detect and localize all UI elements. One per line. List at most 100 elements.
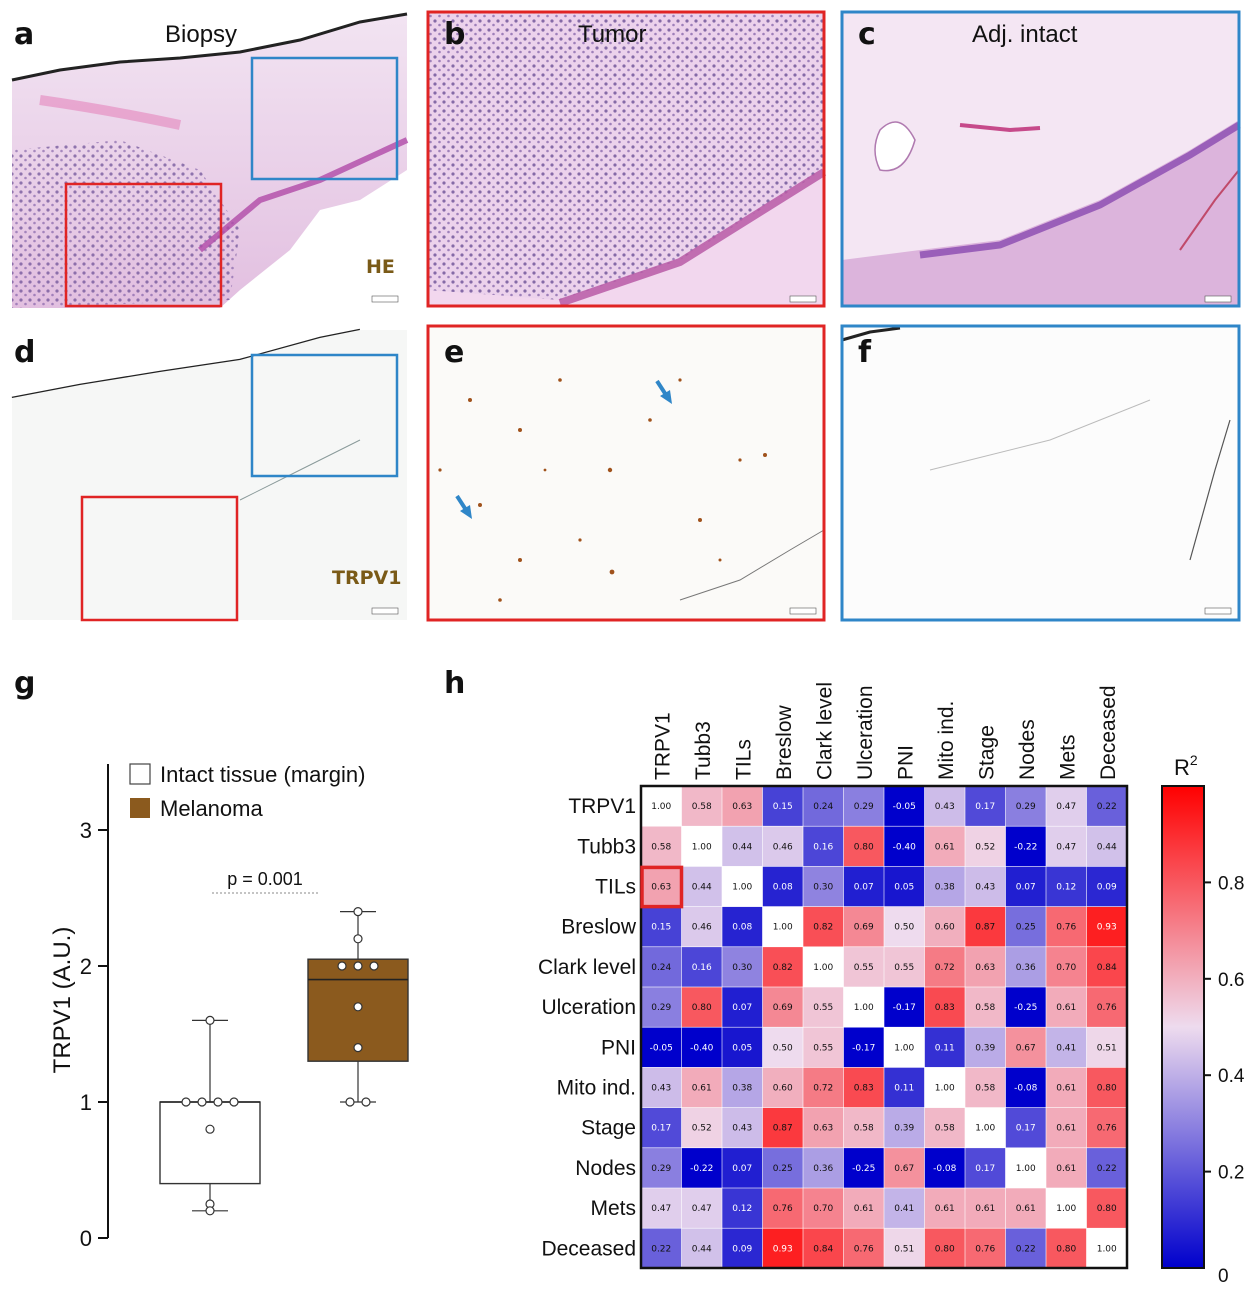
data-point bbox=[205, 1124, 215, 1134]
heatmap-cell-value: 0.41 bbox=[1056, 1043, 1076, 1053]
heatmap-cell bbox=[1045, 1227, 1088, 1269]
heatmap-cell-value: -0.05 bbox=[893, 802, 916, 812]
heatmap-cell bbox=[1045, 1026, 1088, 1068]
heatmap-cell-value: 0.09 bbox=[1097, 883, 1117, 893]
legend-label-intact: Intact tissue (margin) bbox=[160, 762, 365, 787]
heatmap-cell bbox=[843, 1227, 885, 1269]
heatmap-row-label: Mito ind. bbox=[557, 1077, 636, 1100]
heatmap-cell-value: 0.76 bbox=[854, 1244, 874, 1254]
heatmap-cell bbox=[721, 1026, 764, 1068]
y-tick-label: 2 bbox=[80, 954, 92, 979]
y-tick-label: 3 bbox=[80, 818, 92, 843]
heatmap-cell bbox=[721, 1067, 764, 1109]
heatmap-cell bbox=[802, 1067, 845, 1109]
heatmap-cell-value: 1.00 bbox=[1056, 1204, 1076, 1214]
heatmap-cell-value: 0.58 bbox=[935, 1124, 955, 1134]
heatmap-cell-value: 0.83 bbox=[935, 1003, 955, 1013]
heatmap-cell-value: 0.58 bbox=[651, 842, 671, 852]
heatmap-cell-value: 0.05 bbox=[894, 883, 914, 893]
heatmap-cell bbox=[802, 946, 845, 988]
heatmap-cell-value: 0.60 bbox=[773, 1084, 793, 1094]
heatmap-cell-value: 0.47 bbox=[1056, 842, 1076, 852]
heatmap-cell-value: 0.12 bbox=[732, 1204, 752, 1214]
heatmap-row-label: Nodes bbox=[575, 1157, 636, 1180]
data-point bbox=[205, 1206, 215, 1216]
heatmap-cell bbox=[721, 1187, 764, 1229]
heatmap-cell-value: 0.69 bbox=[773, 1003, 793, 1013]
heatmap-cell-value: 1.00 bbox=[1097, 1244, 1117, 1254]
heatmap-cell-value: 1.00 bbox=[692, 842, 712, 852]
heatmap-cell-value: 0.29 bbox=[854, 802, 874, 812]
heatmap-cell-value: 0.55 bbox=[813, 1003, 833, 1013]
heatmap-cell-value: 0.55 bbox=[854, 963, 874, 973]
heatmap-column-label: Mets bbox=[1056, 734, 1079, 780]
heatmap-cell bbox=[640, 1147, 683, 1189]
heatmap-column-label: Breslow bbox=[773, 704, 796, 780]
heatmap-cell-value: 0.76 bbox=[773, 1204, 793, 1214]
box-plot: TRPV1 (A.U.) 0 1 2 3 Intact tissue (margin)… bbox=[49, 762, 409, 1251]
heatmap-cell bbox=[762, 946, 804, 988]
heatmap-row-label: TILs bbox=[595, 876, 636, 899]
heatmap-cell bbox=[843, 946, 885, 988]
heatmap-cell-value: 0.41 bbox=[894, 1204, 914, 1214]
heatmap-cell-value: 0.09 bbox=[732, 1244, 752, 1254]
heatmap-cell-value: 0.70 bbox=[1056, 963, 1076, 973]
panel-e-arrow-lower bbox=[455, 494, 472, 519]
heatmap-cell-value: 0.61 bbox=[1056, 1084, 1076, 1094]
heatmap-column-label: Tubb3 bbox=[692, 721, 715, 780]
heatmap-cell bbox=[681, 785, 723, 827]
heatmap-cell bbox=[640, 866, 683, 908]
heatmap-cell bbox=[640, 785, 683, 827]
panel-e-arrow-upper bbox=[655, 379, 672, 404]
heatmap-cell-value: 0.16 bbox=[692, 963, 712, 973]
heatmap-cell-value: 0.67 bbox=[894, 1164, 914, 1174]
panel-e-image bbox=[428, 326, 825, 620]
heatmap-cell-value: 0.93 bbox=[1097, 923, 1117, 933]
data-point bbox=[353, 961, 363, 971]
heatmap-cell-value: 0.46 bbox=[692, 923, 712, 933]
heatmap-cell-value: 1.00 bbox=[894, 1043, 914, 1053]
heatmap-cell-value: 0.46 bbox=[773, 842, 793, 852]
heatmap-cell bbox=[1005, 1187, 1047, 1229]
colorbar-gradient bbox=[1161, 785, 1205, 1269]
heatmap-cell bbox=[1005, 1227, 1047, 1269]
heatmap-cell bbox=[964, 986, 1007, 1028]
heatmap-cell bbox=[681, 946, 723, 988]
heatmap-cell bbox=[1045, 1067, 1088, 1109]
heatmap-cell bbox=[1086, 1147, 1128, 1189]
heatmap-cell bbox=[924, 1067, 966, 1109]
heatmap-cell bbox=[681, 1187, 723, 1229]
heatmap-cell bbox=[883, 866, 926, 908]
heatmap-cell-value: 0.93 bbox=[773, 1244, 793, 1254]
heatmap-cell-value: 0.36 bbox=[813, 1164, 833, 1174]
heatmap-cell-value: 0.25 bbox=[773, 1164, 793, 1174]
heatmap-cell-value: 0.69 bbox=[854, 923, 874, 933]
heatmap-cell-value: 0.80 bbox=[1097, 1204, 1117, 1214]
heatmap-cell-value: 0.44 bbox=[692, 1244, 712, 1254]
heatmap-column-label: Ulceration bbox=[854, 685, 877, 780]
heatmap-cell-value: 0.22 bbox=[1016, 1244, 1036, 1254]
heatmap-cell bbox=[964, 1107, 1007, 1149]
heatmap-cell bbox=[721, 1227, 764, 1269]
heatmap-cell-value: 0.80 bbox=[854, 842, 874, 852]
heatmap-cell bbox=[1005, 906, 1047, 948]
heatmap-cell-value: 0.29 bbox=[651, 1164, 671, 1174]
heatmap-cell-value: 0.44 bbox=[732, 842, 752, 852]
heatmap-cell bbox=[762, 1227, 804, 1269]
data-point bbox=[213, 1097, 223, 1107]
box-iqr bbox=[159, 1101, 261, 1185]
heatmap-cell bbox=[1005, 1067, 1047, 1109]
y-tick-label: 0 bbox=[80, 1226, 92, 1251]
heatmap-cell bbox=[1045, 1187, 1088, 1229]
heatmap-cell bbox=[762, 1147, 804, 1189]
heatmap-cell-value: -0.22 bbox=[690, 1164, 713, 1174]
heatmap-row-label: Clark level bbox=[538, 956, 636, 979]
heatmap-cell-value: 1.00 bbox=[935, 1084, 955, 1094]
heatmap-cell bbox=[1045, 785, 1088, 827]
heatmap-cell-value: 0.63 bbox=[651, 883, 671, 893]
heatmap-cell-value: 0.67 bbox=[1016, 1043, 1036, 1053]
heatmap-column-label: Nodes bbox=[1016, 719, 1039, 780]
heatmap-cell bbox=[964, 1147, 1007, 1189]
data-point bbox=[205, 1015, 215, 1026]
